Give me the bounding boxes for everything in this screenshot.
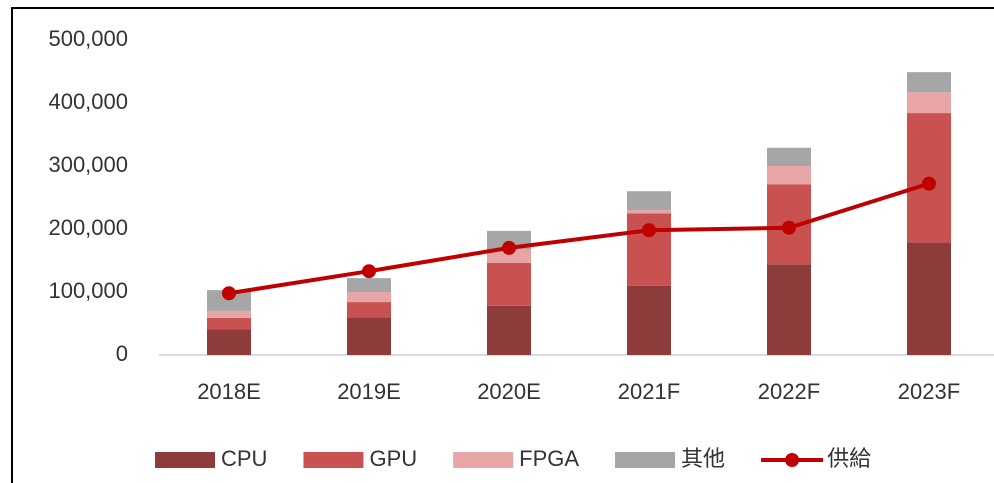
legend-swatch [303, 452, 364, 468]
legend-label: CPU [221, 446, 267, 471]
bar-segment [767, 166, 811, 185]
legend-swatch [155, 452, 215, 468]
x-tick-label: 2023F [898, 379, 960, 404]
bar-segment [487, 263, 531, 306]
bar-segment [207, 329, 251, 355]
frame [11, 7, 994, 483]
bar-segment [347, 278, 391, 292]
bar-segment [627, 191, 671, 211]
supply-point [362, 264, 376, 279]
y-tick-label: 500,000 [48, 26, 128, 51]
bar-segment [767, 147, 811, 166]
y-tick-label: 400,000 [48, 89, 128, 114]
legend-swatch [615, 452, 676, 468]
y-tick-label: 300,000 [48, 152, 128, 177]
bar-segment [487, 305, 531, 355]
bar-segment [627, 210, 671, 214]
x-tick-label: 2018E [197, 379, 261, 404]
supply-point [502, 240, 516, 255]
supply-point [642, 223, 656, 238]
bar-segment [767, 264, 811, 355]
supply-point [222, 286, 236, 301]
supply-line [228, 181, 930, 296]
y-tick-label: 100,000 [48, 278, 128, 303]
x-tick-label: 2021F [618, 379, 680, 404]
x-tick-label: 2020E [477, 379, 541, 404]
legend-label: FPGA [519, 446, 579, 471]
bar-segment [347, 302, 391, 318]
bar-segment [207, 310, 251, 318]
bar-segment [207, 290, 251, 311]
x-tick-label: 2019E [337, 379, 401, 404]
legend-swatch [453, 452, 514, 468]
supply-point [922, 176, 936, 191]
legend-label: 供給 [827, 446, 871, 471]
y-tick-label: 200,000 [48, 215, 128, 240]
supply-point [782, 220, 796, 235]
y-tick-label: 0 [116, 341, 128, 366]
bar-segment [907, 72, 951, 93]
bar-segment [347, 317, 391, 355]
legend-label: 其他 [681, 446, 725, 471]
bar-segment [907, 92, 951, 114]
bar-segment [347, 292, 391, 303]
legend-label: GPU [369, 446, 417, 471]
bar-segment [207, 317, 251, 330]
legend-marker [785, 453, 800, 467]
bar-segment [487, 249, 531, 264]
bar-segment [907, 242, 951, 355]
x-tick-label: 2022F [758, 379, 820, 404]
bar-segment [627, 285, 671, 355]
